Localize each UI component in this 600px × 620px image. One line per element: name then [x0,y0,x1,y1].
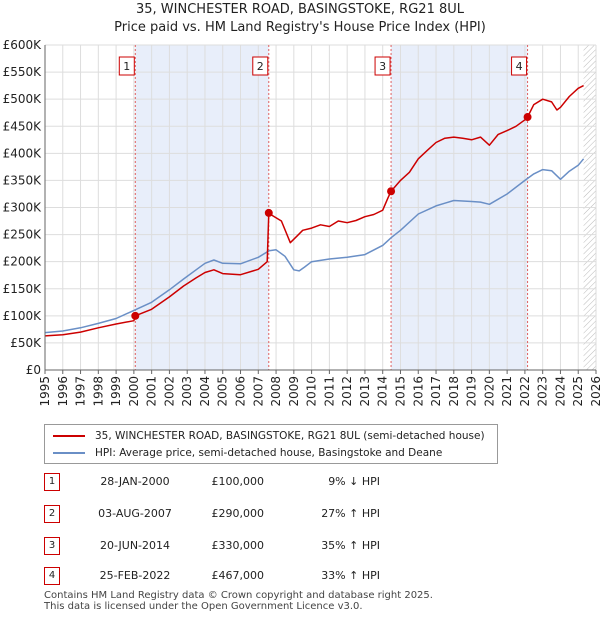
sale-number-badge: 1 [44,473,60,491]
legend-item-property: 35, WINCHESTER ROAD, BASINGSTOKE, RG21 8… [53,428,485,444]
legend-item-hpi: HPI: Average price, semi-detached house,… [53,445,442,461]
y-tick-label: £350K [3,173,43,187]
x-tick-label: 2007 [251,376,265,407]
x-tick-label: 2025 [571,376,585,407]
sale-date: 28-JAN-2000 [100,475,170,488]
x-tick-label: 2005 [216,376,230,407]
x-tick-label: 2016 [411,376,425,407]
sale-price: £467,000 [211,569,265,582]
x-tick-label: 1996 [56,376,70,407]
y-tick-label: £0 [26,363,41,377]
x-tick-label: 2021 [500,376,514,407]
sale-marker-label: 3 [379,60,386,73]
sale-point [523,113,532,122]
sale-marker-box [252,56,269,76]
sale-point [264,208,273,217]
chart-title-line-2: Price paid vs. HM Land Registry's House … [114,20,486,35]
sale-date: 25-FEB-2022 [99,569,171,582]
legend-label-hpi: HPI: Average price, semi-detached house,… [95,447,443,459]
x-tick-label: 2022 [518,376,532,407]
sale-marker-label: 2 [257,60,264,73]
sale-hpi-diff: 33% ↑ HPI [321,569,380,582]
sale-price: £100,000 [211,475,265,488]
x-tick-label: 2026 [589,376,600,407]
sale-point [387,187,396,196]
x-tick-label: 2012 [340,376,354,407]
x-tick-label: 2011 [322,376,336,407]
hpi-line [44,158,585,334]
y-tick-label: £400K [3,146,43,160]
x-tick-label: 2020 [482,376,496,407]
x-tick-label: 2013 [358,376,372,407]
y-tick-label: £100K [3,309,43,323]
x-tick-label: 1999 [109,376,123,407]
legend-swatch-hpi [53,452,85,454]
x-tick-label: 2010 [305,376,319,407]
x-tick-label: 2023 [536,376,550,407]
x-tick-label: 2001 [145,376,159,407]
y-tick-label: £300K [3,201,43,215]
y-tick-label: £500K [3,92,43,106]
x-tick-label: 2017 [429,376,443,407]
sale-number-badge: 3 [44,537,60,555]
y-tick-label: £550K [3,65,43,79]
x-tick-label: 2008 [269,376,283,407]
y-tick-label: £150K [3,282,43,296]
x-tick-label: 2004 [198,376,212,407]
sale-row: 4 25-FEB-2022 £467,000 33% ↑ HPI [44,567,444,587]
sale-row: 2 03-AUG-2007 £290,000 27% ↑ HPI [44,505,444,525]
x-tick-label: 2015 [393,376,407,407]
price-chart: £0 £50K £100K £150K £200K £250K £300K £350K £400… [3,38,600,407]
sale-price: £330,000 [211,539,265,552]
y-tick-label: £250K [3,228,43,242]
sale-number-badge: 2 [44,505,60,523]
x-tick-label: 2003 [180,376,194,407]
x-tick-label: 2002 [162,376,176,407]
sale-marker-label: 1 [123,60,130,73]
sale-marker-box [511,56,528,76]
sale-marker-label: 4 [516,60,523,73]
sale-row: 3 20-JUN-2014 £330,000 35% ↑ HPI [44,537,444,557]
x-tick-label: 2009 [287,376,301,407]
x-tick-label: 2000 [127,376,141,407]
property-price-line [44,84,584,337]
x-tick-label: 1998 [91,376,105,407]
legend-label-property: 35, WINCHESTER ROAD, BASINGSTOKE, RG21 8… [95,430,485,442]
y-tick-label: £450K [3,119,43,133]
sale-point [131,311,140,320]
x-tick-label: 1997 [74,376,88,407]
sale-marker-box [118,56,135,76]
sale-hpi-diff: 35% ↑ HPI [321,539,380,552]
y-tick-label: £200K [3,255,43,269]
legend-swatch-property [53,435,85,437]
y-tick-label: £600K [3,38,43,52]
sale-number-badge: 4 [44,567,60,585]
footer-copyright: Contains HM Land Registry data © Crown c… [44,590,433,601]
footer: Contains HM Land Registry data © Crown c… [44,590,433,612]
sale-hpi-diff: 9% ↓ HPI [328,475,380,488]
x-tick-label: 2014 [376,376,390,407]
sale-hpi-diff: 27% ↑ HPI [321,507,380,520]
legend: 35, WINCHESTER ROAD, BASINGSTOKE, RG21 8… [44,424,498,464]
x-tick-label: 2019 [465,376,479,407]
footer-licence: This data is licensed under the Open Gov… [44,601,363,612]
x-tick-label: 2024 [553,376,567,407]
x-tick-label: 2018 [447,376,461,407]
sale-date: 03-AUG-2007 [98,507,172,520]
sale-date: 20-JUN-2014 [99,539,171,552]
y-tick-label: £50K [10,336,42,350]
x-tick-label: 1995 [38,376,52,407]
chart-title-line-1: 35, WINCHESTER ROAD, BASINGSTOKE, RG21 8… [136,2,464,17]
sale-price: £290,000 [211,507,265,520]
sale-row: 1 28-JAN-2000 £100,000 9% ↓ HPI [44,473,444,493]
sale-marker-box [374,56,391,76]
x-tick-label: 2006 [234,376,248,407]
